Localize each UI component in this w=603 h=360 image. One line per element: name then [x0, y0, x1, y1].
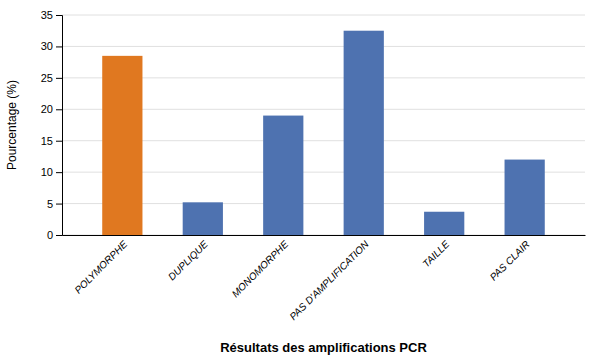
- x-tick-label: TAILLE: [420, 238, 451, 269]
- bar: [344, 31, 384, 235]
- y-tick-label: 0: [47, 229, 53, 241]
- y-tick-label: 15: [41, 135, 53, 147]
- bar: [102, 56, 142, 235]
- bar: [183, 202, 223, 235]
- plot: POLYMORPHE DUPLIQUE MONOMORPHEPAS D'AMPLIF…: [41, 9, 586, 322]
- y-tick-mark: [56, 172, 62, 173]
- bar: [424, 212, 464, 235]
- y-tick-mark: [56, 15, 62, 16]
- y-tick-mark: [56, 235, 62, 236]
- chart: POLYMORPHE DUPLIQUE MONOMORPHEPAS D'AMPLIF…: [0, 0, 603, 360]
- y-tick-mark: [56, 46, 62, 47]
- x-tick-label: DUPLIQUE: [166, 238, 210, 282]
- y-tick-mark: [56, 78, 62, 79]
- grid-line: [62, 46, 585, 47]
- grid: [62, 15, 585, 235]
- bar: [505, 160, 545, 235]
- y-tick: 0: [47, 229, 62, 241]
- x-tick-label: POLYMORPHE: [72, 238, 129, 295]
- y-tick-mark: [56, 141, 62, 142]
- y-tick: 35: [41, 9, 62, 21]
- y-axis: 0 5 10 15 20 25 30 35: [41, 9, 63, 241]
- y-tick-mark: [56, 204, 62, 205]
- y-tick-label: 20: [41, 103, 53, 115]
- x-tick: POLYMORPHE: [72, 235, 129, 296]
- x-tick: PAS D'AMPLIFICATION: [287, 235, 371, 322]
- y-tick-label: 35: [41, 9, 53, 21]
- axis-line: [63, 235, 586, 236]
- y-tick: 20: [41, 103, 62, 115]
- y-tick-label: 25: [41, 72, 53, 84]
- y-tick: 5: [47, 198, 62, 210]
- x-tick: DUPLIQUE: [166, 235, 210, 282]
- x-tick: TAILLE: [420, 235, 451, 269]
- x-tick-label: PAS CLAIR: [488, 239, 532, 283]
- y-tick: 30: [41, 40, 62, 52]
- y-tick: 15: [41, 135, 62, 147]
- bars: [102, 31, 545, 235]
- bar: [263, 116, 303, 235]
- y-tick-label: 10: [41, 166, 53, 178]
- y-tick: 25: [41, 72, 62, 84]
- x-tick-label: MONOMORPHE: [230, 238, 291, 299]
- x-tick: PAS CLAIR: [488, 235, 532, 283]
- grid-line: [62, 15, 585, 16]
- x-axis-title: Résultats des amplifications PCR: [220, 340, 427, 355]
- x-axis: POLYMORPHE DUPLIQUE MONOMORPHEPAS D'AMPLIF…: [63, 235, 586, 322]
- y-axis-title: Pourcentage (%): [5, 80, 19, 170]
- y-tick: 10: [41, 166, 62, 178]
- axis-line: [56, 16, 63, 236]
- x-tick-label: PAS D'AMPLIFICATION: [287, 238, 371, 322]
- x-tick: MONOMORPHE: [230, 235, 291, 299]
- y-tick-label: 30: [41, 40, 53, 52]
- y-tick-label: 5: [47, 198, 53, 210]
- y-tick-mark: [56, 109, 62, 110]
